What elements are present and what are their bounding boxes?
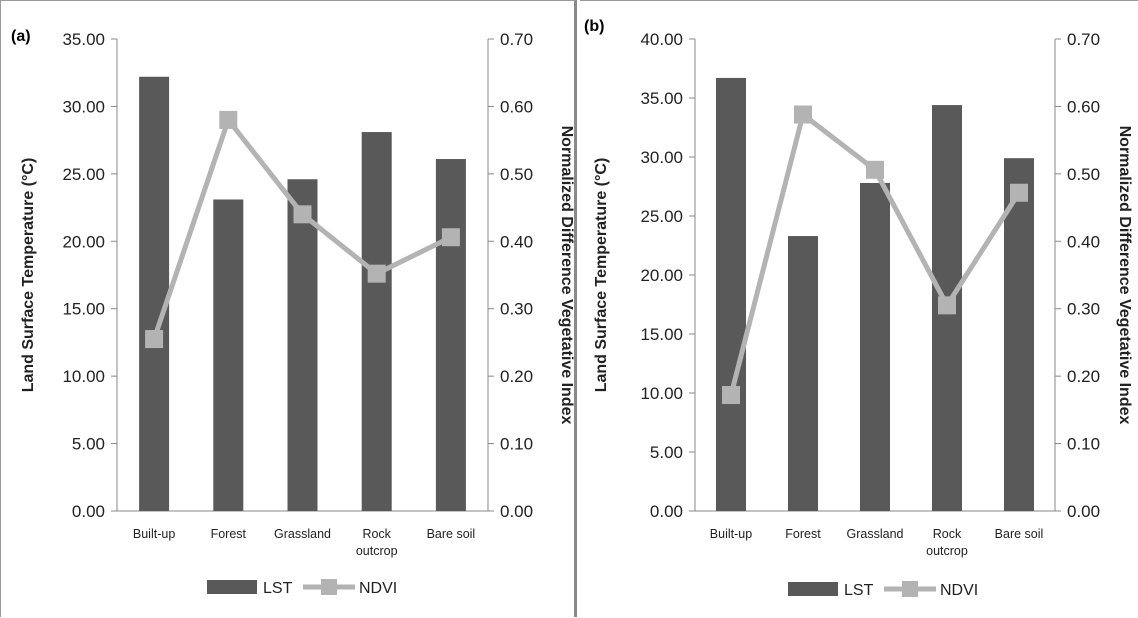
x-tick-label-a: Rock	[362, 527, 391, 541]
ndvi-marker-a-4	[441, 228, 460, 247]
legend-label-ndvi-a: NDVI	[359, 580, 397, 597]
x-tick-label-b: Grassland	[847, 527, 904, 541]
legend-label-ndvi-b: NDVI	[940, 582, 978, 599]
y-tick-label-b: 5.00	[650, 443, 683, 462]
bar-lst-a-2	[287, 179, 318, 511]
y-axis-title-b: Land Surface Temperature (°C)	[593, 158, 610, 393]
y-tick-label-a: 0.00	[72, 502, 105, 521]
y-tick-label-b: 10.00	[640, 384, 683, 403]
y-tick-label-b: 0.00	[650, 502, 683, 521]
y-tick-label-b: 15.00	[640, 325, 683, 344]
chart-panel-a: (a) 0.00 5.00 10.00 15.00 20.00 25.00 30.00 35.0…	[0, 0, 577, 617]
x-tick-label-b: Built-up	[710, 527, 752, 541]
legend-swatch-lst-b	[788, 582, 838, 596]
x-tick-label-b: Bare soil	[995, 527, 1044, 541]
y-tick-label-b: 30.00	[640, 148, 683, 167]
y-axis-title-a: Land Surface Temperature (°C)	[20, 158, 37, 393]
bar-lst-b-0	[716, 77, 746, 511]
y2-tick-label-a: 0.60	[500, 97, 533, 116]
x-tick-label-a: outcrop	[356, 544, 398, 558]
y2-axis-title-a: Normalized Difference Vegetative Index	[558, 126, 575, 425]
y2-tick-label-a: 0.30	[500, 300, 533, 319]
bar-lst-b-4	[1004, 158, 1034, 511]
ndvi-marker-b-0	[722, 386, 740, 405]
bar-lst-b-1	[788, 236, 818, 511]
y-tick-label-a: 5.00	[72, 435, 105, 454]
x-tick-label-a: Built-up	[133, 527, 175, 541]
chart-panel-b: (b) 0.00 5.00 10.00 15.00 20.00 25.00 30.00 35.0…	[580, 0, 1138, 617]
panel-label-b: (b)	[584, 18, 604, 35]
y-tick-label-a: 30.00	[62, 97, 105, 116]
legend-label-lst-b: LST	[844, 582, 874, 599]
y2-tick-label-a: 0.50	[500, 165, 533, 184]
y2-tick-label-b: 0.50	[1067, 165, 1100, 184]
bar-lst-b-2	[860, 182, 890, 511]
y2-tick-label-b: 0.40	[1067, 232, 1100, 251]
y2-tick-label-b: 0.70	[1067, 30, 1100, 49]
ndvi-marker-b-1	[794, 105, 812, 124]
y2-tick-label-b: 0.30	[1067, 300, 1100, 319]
y-tick-label-b: 25.00	[640, 207, 683, 226]
y2-tick-label-a: 0.40	[500, 232, 533, 251]
legend-swatch-ndvi-marker-a	[321, 579, 337, 595]
chart-a-svg: (a) 0.00 5.00 10.00 15.00 20.00 25.00 30.00 35.0…	[11, 28, 575, 597]
y-tick-label-a: 35.00	[62, 30, 105, 49]
y2-tick-label-a: 0.00	[500, 502, 533, 521]
y2-tick-label-a: 0.10	[500, 435, 533, 454]
chart-b-svg: (b) 0.00 5.00 10.00 15.00 20.00 25.00 30.00 35.0…	[584, 18, 1133, 599]
x-tick-label-b: outcrop	[926, 544, 968, 558]
legend-swatch-ndvi-marker-b	[902, 581, 918, 597]
ndvi-marker-a-0	[145, 330, 164, 349]
y2-tick-label-b: 0.20	[1067, 367, 1100, 386]
bar-lst-a-4	[435, 159, 466, 511]
ndvi-marker-b-3	[938, 296, 956, 315]
ndvi-marker-a-2	[293, 205, 312, 224]
bar-lst-a-1	[213, 199, 244, 512]
y-tick-label-b: 40.00	[640, 30, 683, 49]
x-tick-label-a: Bare soil	[427, 527, 476, 541]
legend-label-lst-a: LST	[263, 580, 293, 597]
y-tick-label-a: 15.00	[62, 300, 105, 319]
ndvi-marker-b-2	[866, 160, 884, 179]
ndvi-marker-b-4	[1010, 183, 1028, 202]
x-tick-label-b: Forest	[785, 527, 821, 541]
x-tick-label-b: Rock	[933, 527, 962, 541]
ndvi-marker-a-1	[219, 110, 238, 129]
y2-tick-label-b: 0.10	[1067, 435, 1100, 454]
y-tick-label-b: 35.00	[640, 89, 683, 108]
y2-tick-label-b: 0.00	[1067, 502, 1100, 521]
legend-swatch-lst-a	[207, 580, 257, 594]
bar-lst-a-0	[139, 76, 170, 511]
bar-lst-a-3	[361, 132, 392, 511]
ndvi-marker-a-3	[367, 264, 386, 283]
y2-axis-title-b: Normalized Difference Vegetative Index	[1116, 126, 1133, 425]
y2-tick-label-b: 0.60	[1067, 97, 1100, 116]
y2-tick-label-a: 0.20	[500, 367, 533, 386]
y-tick-label-b: 20.00	[640, 266, 683, 285]
y2-tick-label-a: 0.70	[500, 30, 533, 49]
y-tick-label-a: 20.00	[62, 232, 105, 251]
x-tick-label-a: Forest	[211, 527, 247, 541]
x-tick-label-a: Grassland	[274, 527, 331, 541]
panel-label-a: (a)	[11, 28, 31, 45]
y-tick-label-a: 25.00	[62, 165, 105, 184]
y-tick-label-a: 10.00	[62, 367, 105, 386]
